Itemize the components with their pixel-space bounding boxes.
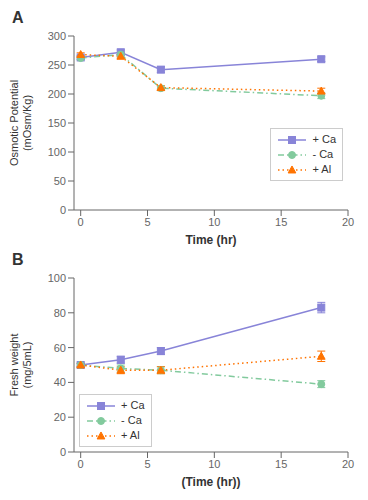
html-text:A: A xyxy=(12,9,24,26)
html-text:+ Ca: + Ca xyxy=(121,399,145,411)
svg-text:0: 0 xyxy=(78,216,84,228)
svg-text:15: 15 xyxy=(275,458,287,470)
svg-text:Osmotic Potential(mOsm/Kg): Osmotic Potential(mOsm/Kg) xyxy=(8,80,33,166)
svg-text:20: 20 xyxy=(342,458,354,470)
svg-text:300: 300 xyxy=(48,30,66,42)
svg-text:0: 0 xyxy=(78,458,84,470)
svg-text:60: 60 xyxy=(54,342,66,354)
html-text:+ Ca: + Ca xyxy=(312,133,336,146)
svg-text:0: 0 xyxy=(60,204,66,216)
svg-text:40: 40 xyxy=(54,376,66,388)
svg-text:20: 20 xyxy=(342,216,354,228)
svg-text:5: 5 xyxy=(144,216,150,228)
svg-text:Fresh weight(mg/5mL): Fresh weight(mg/5mL) xyxy=(8,334,33,397)
html-text:B: B xyxy=(12,251,24,268)
svg-text:80: 80 xyxy=(54,307,66,319)
html-text:+ Al: + Al xyxy=(312,163,332,176)
svg-text:Time (hr): Time (hr) xyxy=(185,233,236,247)
svg-text:10: 10 xyxy=(208,458,220,470)
svg-text:100: 100 xyxy=(48,146,66,158)
svg-text:20: 20 xyxy=(54,411,66,423)
svg-text:10: 10 xyxy=(208,216,220,228)
svg-text:100: 100 xyxy=(48,272,66,284)
html-text:- Ca: - Ca xyxy=(312,148,334,161)
svg-text:250: 250 xyxy=(48,59,66,71)
html-text:- Ca: - Ca xyxy=(121,414,142,426)
html-text:+ Al: + Al xyxy=(121,429,140,441)
svg-text:150: 150 xyxy=(48,117,66,129)
svg-text:0: 0 xyxy=(60,446,66,458)
svg-text:50: 50 xyxy=(54,175,66,187)
svg-text:5: 5 xyxy=(144,458,150,470)
svg-text:200: 200 xyxy=(48,88,66,100)
svg-text:(Time (hr)): (Time (hr)) xyxy=(181,475,240,489)
svg-text:15: 15 xyxy=(275,216,287,228)
